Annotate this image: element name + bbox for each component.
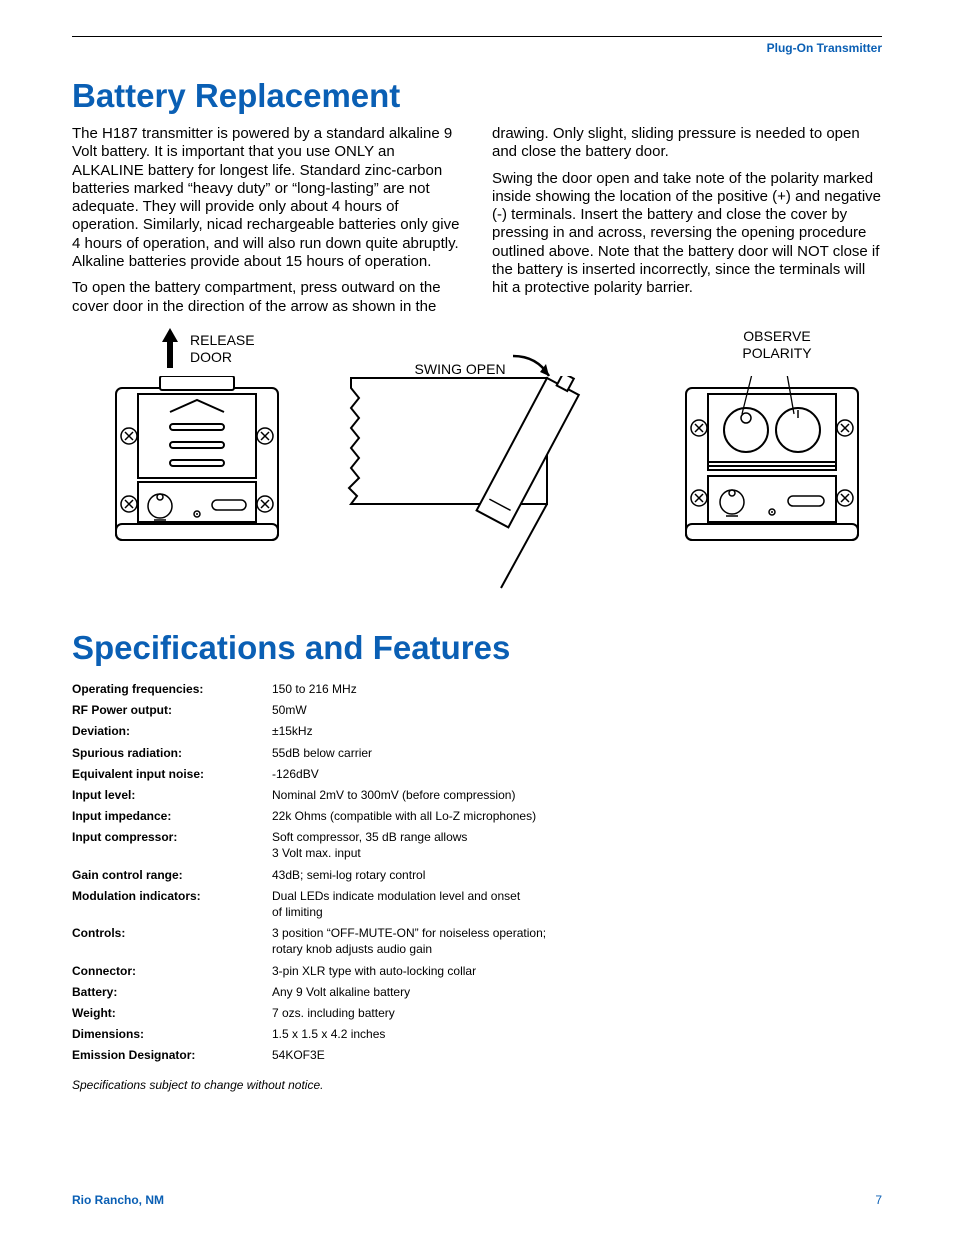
- diagram2-label: SWING OPEN: [342, 328, 612, 370]
- spec-row: Weight:7 ozs. including battery: [72, 1005, 882, 1021]
- footer-location: Rio Rancho, NM: [72, 1193, 164, 1207]
- device-open-icon: [347, 376, 607, 596]
- spec-row: Spurious radiation:55dB below carrier: [72, 745, 882, 761]
- spec-row: Equivalent input noise:-126dBV: [72, 766, 882, 782]
- diagram2-label-text: SWING OPEN: [415, 361, 506, 377]
- diagram-swing-open: SWING OPEN: [342, 328, 612, 601]
- spec-value: 150 to 216 MHz: [272, 681, 882, 697]
- spec-label: Connector:: [72, 963, 272, 979]
- spec-value: Any 9 Volt alkaline battery: [272, 984, 882, 1000]
- spec-row: Modulation indicators:Dual LEDs indicate…: [72, 888, 882, 920]
- spec-row: Input level:Nominal 2mV to 300mV (before…: [72, 787, 882, 803]
- spec-value: 7 ozs. including battery: [272, 1005, 882, 1021]
- spec-row: Battery:Any 9 Volt alkaline battery: [72, 984, 882, 1000]
- spec-row: Emission Designator:54KOF3E: [72, 1047, 882, 1063]
- spec-label: Input level:: [72, 787, 272, 803]
- spec-value: 54KOF3E: [272, 1047, 882, 1063]
- diagram-polarity: OBSERVE POLARITY: [672, 328, 882, 556]
- spec-row: Controls:3 position “OFF-MUTE-ON” for no…: [72, 925, 882, 957]
- diagram3-label-b: POLARITY: [742, 345, 811, 361]
- diagram-row: RELEASE DOOR: [72, 328, 882, 601]
- para-2-right-b: Swing the door open and take note of the…: [492, 170, 882, 298]
- diagram3-label: OBSERVE POLARITY: [672, 328, 882, 370]
- spec-label: Operating frequencies:: [72, 681, 272, 697]
- spec-value: 3 position “OFF-MUTE-ON” for noiseless o…: [272, 925, 882, 957]
- diagram-release-door: RELEASE DOOR: [72, 328, 282, 556]
- spec-label: Gain control range:: [72, 867, 272, 883]
- spec-label: Dimensions:: [72, 1026, 272, 1042]
- spec-value: 22k Ohms (compatible with all Lo-Z micro…: [272, 808, 882, 824]
- spec-label: Input impedance:: [72, 808, 272, 824]
- spec-value: -126dBV: [272, 766, 882, 782]
- page-footer: Rio Rancho, NM 7: [72, 1193, 882, 1207]
- device-polarity-icon: [682, 376, 872, 551]
- diagram3-label-a: OBSERVE: [743, 328, 810, 344]
- footer-page-number: 7: [875, 1193, 882, 1207]
- para-1: The H187 transmitter is powered by a sta…: [72, 125, 462, 271]
- spec-label: Input compressor:: [72, 829, 272, 861]
- device-closed-icon: [112, 376, 282, 551]
- section-title-battery: Battery Replacement: [72, 77, 882, 115]
- spec-row: RF Power output:50mW: [72, 702, 882, 718]
- spec-label: Controls:: [72, 925, 272, 957]
- spec-row: Input impedance:22k Ohms (compatible wit…: [72, 808, 882, 824]
- spec-value: Nominal 2mV to 300mV (before compression…: [272, 787, 882, 803]
- spec-label: Deviation:: [72, 723, 272, 739]
- spec-row: Connector:3-pin XLR type with auto-locki…: [72, 963, 882, 979]
- spec-table: Operating frequencies:150 to 216 MHzRF P…: [72, 681, 882, 1064]
- diagram1-label: RELEASE DOOR: [112, 328, 282, 370]
- spec-value: 55dB below carrier: [272, 745, 882, 761]
- top-rule: [72, 36, 882, 37]
- spec-label: Equivalent input noise:: [72, 766, 272, 782]
- spec-row: Operating frequencies:150 to 216 MHz: [72, 681, 882, 697]
- spec-note: Specifications subject to change without…: [72, 1078, 882, 1092]
- spec-value: 50mW: [272, 702, 882, 718]
- spec-label: Battery:: [72, 984, 272, 1000]
- page-content: Plug-On Transmitter Battery Replacement …: [0, 0, 954, 1132]
- header-product-label: Plug-On Transmitter: [72, 41, 882, 55]
- spec-label: Spurious radiation:: [72, 745, 272, 761]
- para-2-right-a: drawing. Only slight, sliding pressure i…: [492, 125, 882, 162]
- spec-value: 43dB; semi-log rotary control: [272, 867, 882, 883]
- spec-label: Weight:: [72, 1005, 272, 1021]
- spec-row: Input compressor:Soft compressor, 35 dB …: [72, 829, 882, 861]
- battery-body: The H187 transmitter is powered by a sta…: [72, 125, 882, 324]
- spec-value: ±15kHz: [272, 723, 882, 739]
- spec-value: Dual LEDs indicate modulation level and …: [272, 888, 882, 920]
- col-left: The H187 transmitter is powered by a sta…: [72, 125, 462, 324]
- spec-label: RF Power output:: [72, 702, 272, 718]
- spec-row: Dimensions:1.5 x 1.5 x 4.2 inches: [72, 1026, 882, 1042]
- spec-label: Modulation indicators:: [72, 888, 272, 920]
- diagram1-label-b: DOOR: [190, 349, 232, 365]
- spec-row: Gain control range:43dB; semi-log rotary…: [72, 867, 882, 883]
- spec-label: Emission Designator:: [72, 1047, 272, 1063]
- spec-row: Deviation:±15kHz: [72, 723, 882, 739]
- spec-value: Soft compressor, 35 dB range allows 3 Vo…: [272, 829, 882, 861]
- para-2-left: To open the battery compartment, press o…: [72, 279, 462, 316]
- spec-value: 1.5 x 1.5 x 4.2 inches: [272, 1026, 882, 1042]
- spec-value: 3-pin XLR type with auto-locking collar: [272, 963, 882, 979]
- col-right: drawing. Only slight, sliding pressure i…: [492, 125, 882, 324]
- section-title-specs: Specifications and Features: [72, 629, 882, 667]
- diagram1-label-a: RELEASE: [190, 332, 255, 348]
